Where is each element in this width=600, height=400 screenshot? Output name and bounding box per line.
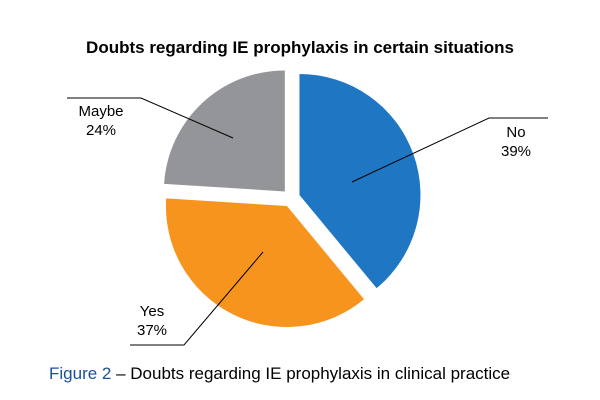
slice-value-label-no: 39% <box>501 143 531 160</box>
figure-label: Figure 2 <box>49 364 112 383</box>
slice-value-label-maybe: 24% <box>86 122 116 139</box>
slice-value-label-yes: 37% <box>137 322 167 339</box>
figure-caption: Figure 2 – Doubts regarding IE prophylax… <box>49 364 510 384</box>
slice-label-no: No <box>506 124 525 141</box>
figure-caption-text: – Doubts regarding IE prophylaxis in cli… <box>111 364 511 383</box>
pie-slice-no <box>299 73 421 289</box>
pie-slice-maybe <box>164 70 285 192</box>
pie-slice-yes <box>165 198 365 328</box>
slice-label-maybe: Maybe <box>78 103 123 120</box>
leader-line-yes <box>130 251 264 346</box>
leader-line-maybe <box>67 97 234 139</box>
slice-label-yes: Yes <box>140 303 164 320</box>
chart-title: Doubts regarding IE prophylaxis in certa… <box>86 38 514 57</box>
leader-line-no <box>351 117 548 183</box>
